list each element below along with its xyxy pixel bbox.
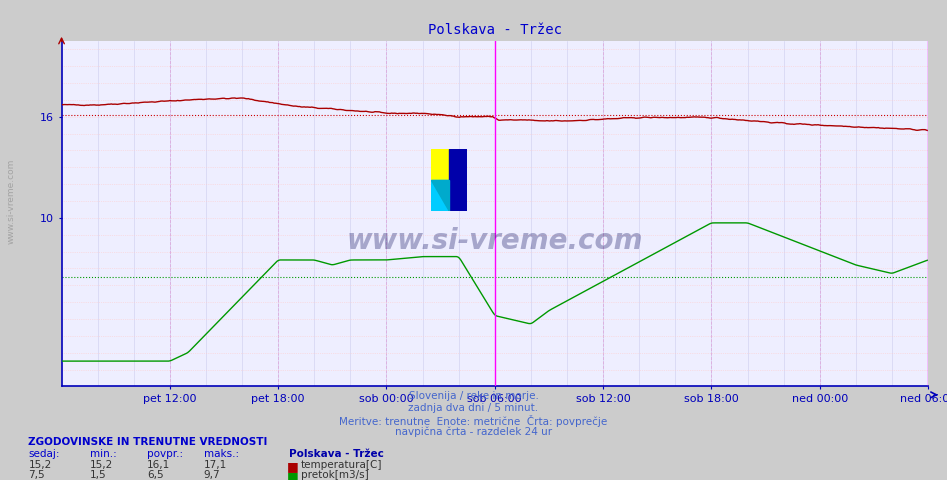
Text: ZGODOVINSKE IN TRENUTNE VREDNOSTI: ZGODOVINSKE IN TRENUTNE VREDNOSTI (28, 437, 268, 447)
Text: 7,5: 7,5 (28, 470, 45, 480)
Text: 15,2: 15,2 (28, 460, 52, 470)
Text: navpična črta - razdelek 24 ur: navpična črta - razdelek 24 ur (395, 426, 552, 437)
Text: Polskava - Tržec: Polskava - Tržec (289, 449, 384, 459)
Text: povpr.:: povpr.: (147, 449, 183, 459)
Bar (449, 149, 467, 211)
Text: 1,5: 1,5 (90, 470, 107, 480)
Text: temperatura[C]: temperatura[C] (301, 460, 383, 470)
Bar (431, 180, 449, 211)
Text: 16,1: 16,1 (147, 460, 170, 470)
Text: 9,7: 9,7 (204, 470, 221, 480)
Text: maks.:: maks.: (204, 449, 239, 459)
Text: ■: ■ (287, 470, 298, 480)
Text: www.si-vreme.com: www.si-vreme.com (347, 227, 643, 255)
Polygon shape (431, 180, 449, 211)
Bar (431, 149, 449, 180)
Text: min.:: min.: (90, 449, 116, 459)
Title: Polskava - Tržec: Polskava - Tržec (428, 23, 562, 37)
Text: Slovenija / reke in morje.: Slovenija / reke in morje. (408, 391, 539, 401)
Text: 17,1: 17,1 (204, 460, 227, 470)
Text: 15,2: 15,2 (90, 460, 114, 470)
Text: zadnja dva dni / 5 minut.: zadnja dva dni / 5 minut. (408, 403, 539, 413)
Text: www.si-vreme.com: www.si-vreme.com (7, 159, 16, 244)
Text: ■: ■ (287, 460, 298, 473)
Text: pretok[m3/s]: pretok[m3/s] (301, 470, 369, 480)
Text: sedaj:: sedaj: (28, 449, 60, 459)
Text: Meritve: trenutne  Enote: metrične  Črta: povprečje: Meritve: trenutne Enote: metrične Črta: … (339, 415, 608, 427)
Text: 6,5: 6,5 (147, 470, 164, 480)
